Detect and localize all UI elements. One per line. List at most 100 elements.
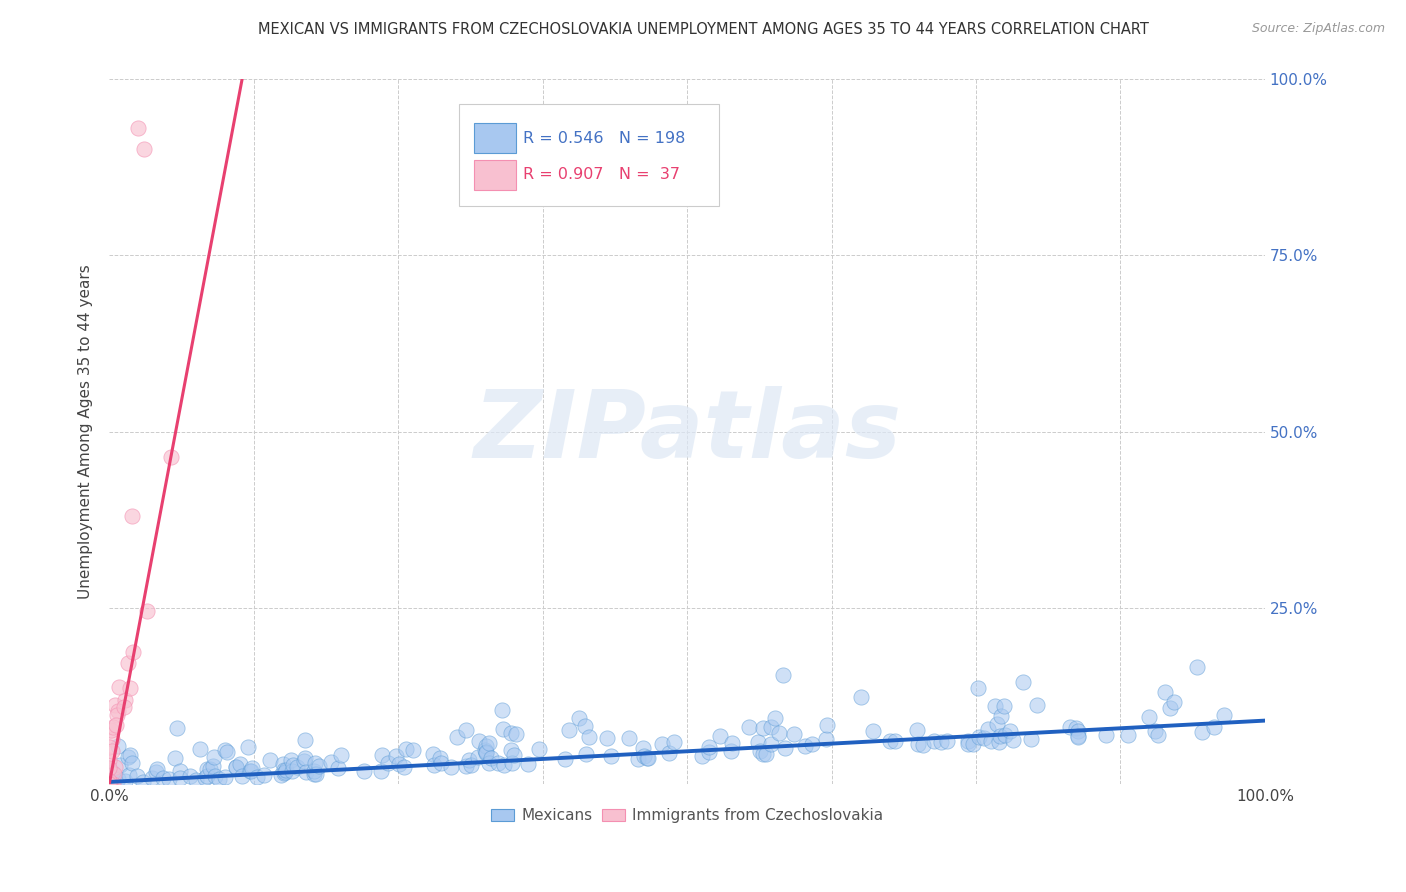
Point: [197, 768, 219, 782]
Point: [1025, 698, 1047, 713]
Point: [101, 770, 124, 784]
Point: [751, 721, 773, 735]
Point: [815, 718, 838, 732]
Point: [184, 772, 207, 787]
Point: [990, 709, 1012, 723]
Point: [499, 725, 522, 739]
Point: [377, 756, 399, 770]
Point: [1191, 724, 1213, 739]
Point: [446, 730, 468, 744]
Point: [755, 747, 778, 761]
Point: [1204, 720, 1226, 734]
Point: [879, 734, 901, 748]
Point: [273, 765, 295, 780]
Point: [202, 749, 225, 764]
Point: [977, 723, 1000, 737]
Point: [1064, 721, 1087, 735]
Point: [402, 743, 425, 757]
Point: [720, 744, 742, 758]
Point: [98, 761, 121, 775]
Point: [651, 737, 673, 751]
Point: [994, 728, 1017, 742]
Point: [302, 767, 325, 781]
Point: [98, 777, 121, 791]
Point: [501, 756, 523, 770]
Point: [118, 747, 141, 762]
Point: [568, 710, 591, 724]
Point: [114, 774, 136, 789]
Point: [460, 758, 482, 772]
Legend: Mexicans, Immigrants from Czechoslovakia: Mexicans, Immigrants from Czechoslovakia: [485, 802, 890, 830]
Point: [468, 734, 491, 748]
Point: [633, 749, 655, 764]
Point: [188, 741, 211, 756]
Point: [1116, 728, 1139, 742]
Point: [637, 751, 659, 765]
Point: [304, 756, 326, 771]
Point: [422, 747, 444, 762]
Point: [353, 764, 375, 778]
Point: [101, 766, 124, 780]
Point: [998, 723, 1021, 738]
Point: [371, 747, 394, 762]
Point: [905, 723, 928, 738]
Point: [479, 751, 502, 765]
Point: [121, 645, 143, 659]
Point: [270, 768, 292, 782]
Point: [98, 753, 121, 767]
Point: [1159, 701, 1181, 715]
Point: [98, 777, 121, 791]
Point: [491, 723, 513, 737]
Point: [1059, 720, 1081, 734]
Point: [554, 752, 576, 766]
Point: [215, 746, 238, 760]
Point: [157, 772, 180, 787]
Point: [709, 729, 731, 743]
Point: [117, 657, 139, 671]
Point: [302, 764, 325, 778]
Point: [1137, 710, 1160, 724]
Point: [759, 737, 782, 751]
Point: [208, 772, 231, 786]
Point: [98, 777, 121, 791]
Point: [98, 777, 121, 791]
Point: [100, 732, 122, 747]
Point: [107, 739, 129, 753]
Point: [370, 764, 392, 778]
Point: [783, 727, 806, 741]
Point: [596, 731, 619, 745]
Point: [100, 765, 122, 780]
Point: [214, 742, 236, 756]
Point: [292, 755, 315, 769]
Point: [699, 739, 721, 754]
Point: [273, 757, 295, 772]
Point: [236, 739, 259, 754]
Point: [475, 746, 498, 760]
Point: [225, 760, 247, 774]
Point: [599, 749, 621, 764]
Point: [486, 756, 509, 770]
Point: [692, 749, 714, 764]
Point: [924, 733, 946, 747]
Y-axis label: Unemployment Among Ages 35 to 44 years: Unemployment Among Ages 35 to 44 years: [79, 264, 93, 599]
Point: [118, 767, 141, 781]
Point: [166, 721, 188, 735]
Point: [305, 767, 328, 781]
Point: [1066, 723, 1088, 738]
Point: [633, 741, 655, 756]
Point: [751, 747, 773, 761]
Point: [240, 761, 263, 775]
Point: [121, 756, 143, 770]
Point: [225, 759, 247, 773]
Point: [1012, 675, 1035, 690]
Point: [772, 667, 794, 681]
Point: [627, 752, 650, 766]
Point: [429, 756, 451, 771]
Point: [101, 777, 124, 791]
Point: [574, 719, 596, 733]
Point: [749, 744, 772, 758]
Point: [103, 770, 125, 784]
Point: [422, 758, 444, 772]
Point: [759, 721, 782, 735]
Point: [395, 741, 418, 756]
